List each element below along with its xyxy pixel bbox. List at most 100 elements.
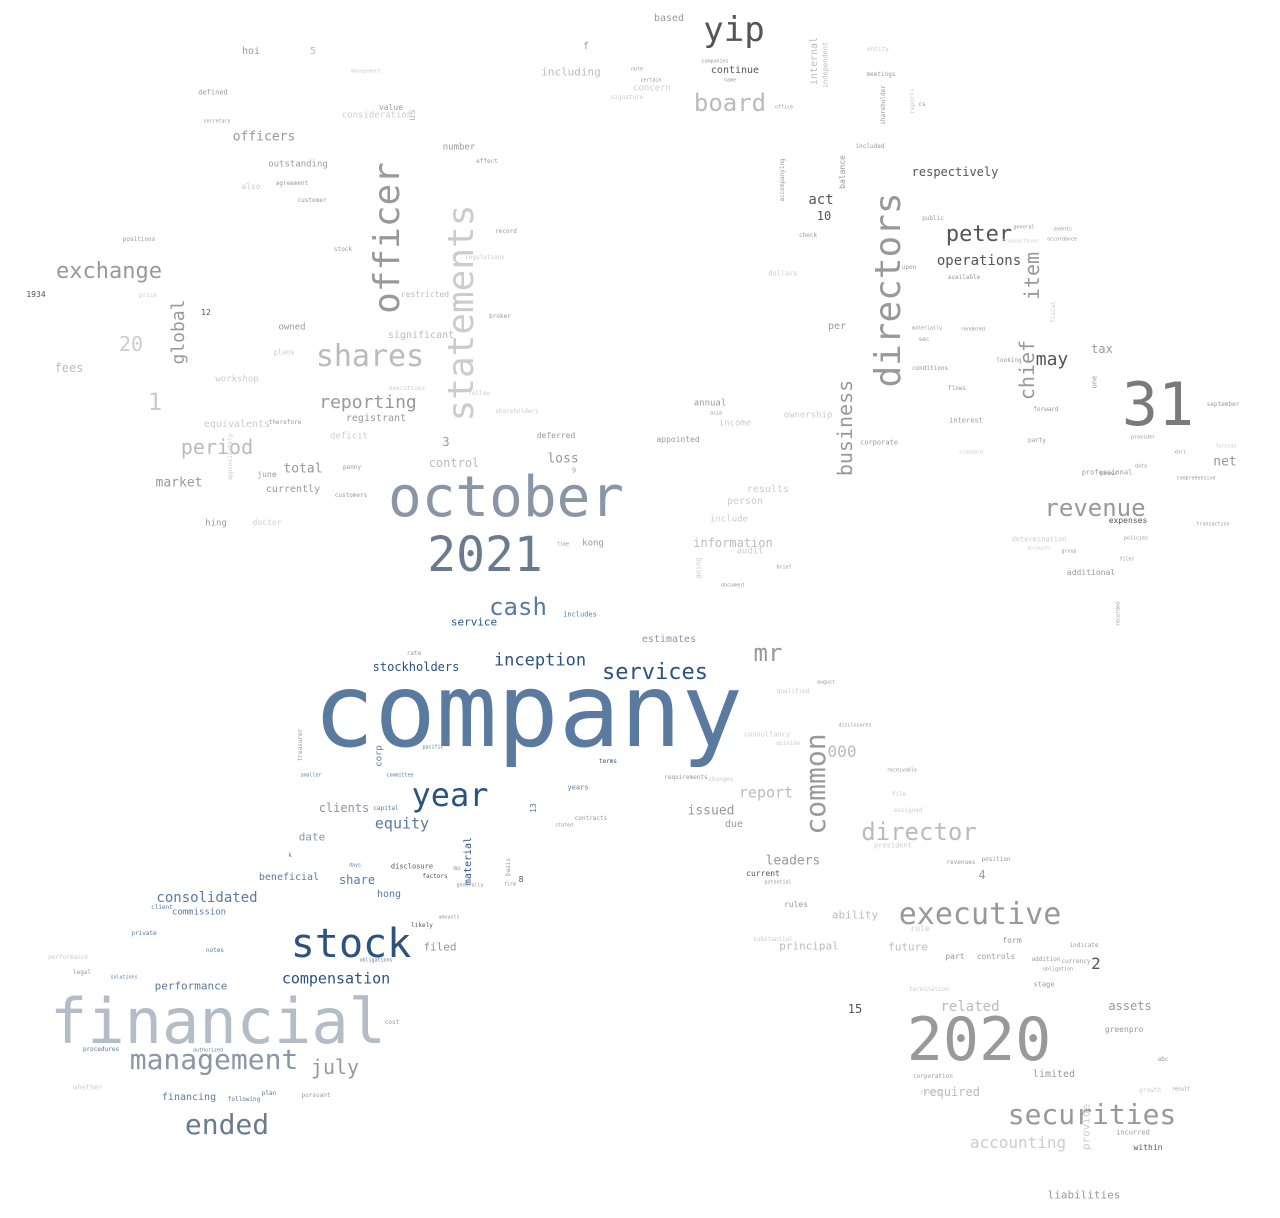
cloud-word: disclosure: [390, 862, 434, 871]
cloud-word: mu: [453, 865, 461, 872]
cloud-word: revenues: [946, 859, 976, 866]
cloud-word: officers: [232, 129, 296, 145]
cloud-word: filer: [1119, 556, 1135, 563]
cloud-word: incurred: [1116, 1128, 1150, 1137]
cloud-word: committee: [386, 772, 414, 779]
cloud-word: owned: [278, 322, 306, 333]
cloud-word: 2: [1091, 954, 1101, 973]
cloud-word: transactions: [1001, 238, 1039, 245]
cloud-word: therefore: [268, 419, 302, 426]
cloud-word: 4: [978, 868, 986, 882]
cloud-word: additional: [1066, 568, 1116, 577]
cloud-word: companies: [701, 58, 729, 65]
cloud-word: private: [131, 930, 157, 937]
cloud-word: data: [1134, 463, 1148, 470]
cloud-word: financing: [161, 1092, 217, 1103]
cloud-word: stage: [1033, 980, 1055, 989]
cloud-word: balance: [838, 155, 847, 189]
cloud-word: stated: [554, 822, 574, 829]
cloud-word: defined: [198, 88, 228, 97]
cloud-word: significant: [387, 330, 455, 341]
cloud-word: notes: [205, 947, 225, 954]
cloud-word: professional: [1081, 468, 1133, 477]
cloud-word: due: [724, 819, 744, 830]
cloud-word: including: [541, 65, 601, 79]
cloud-word: pacific: [422, 744, 444, 751]
cloud-word: note: [630, 66, 644, 73]
cloud-word: financial: [50, 985, 386, 1058]
cloud-word: 3: [442, 435, 450, 449]
cloud-word: mr: [753, 639, 783, 667]
cloud-word: 2020: [906, 1005, 1052, 1075]
cloud-word: plan: [261, 1090, 277, 1097]
cloud-word: stock: [333, 246, 353, 253]
cloud-word: year: [411, 776, 489, 814]
cloud-word: company: [313, 652, 743, 771]
cloud-word: events: [1053, 226, 1073, 233]
cloud-word: net: [1213, 454, 1237, 470]
cloud-word: authorized: [192, 1047, 224, 1054]
cloud-word: per: [827, 321, 847, 332]
cloud-word: shareholder: [880, 85, 887, 125]
cloud-word: power: [1099, 470, 1119, 477]
cloud-word: pursuant: [301, 1092, 331, 1099]
cloud-word: check: [798, 232, 818, 239]
cloud-word: conditions: [911, 365, 949, 372]
cloud-word: equity: [374, 814, 430, 833]
cloud-word: 13: [529, 803, 538, 813]
cloud-word: stock: [290, 921, 412, 967]
cloud-word: broker: [489, 313, 511, 320]
cloud-word: consideration: [341, 110, 413, 121]
cloud-word: reports: [909, 88, 916, 114]
cloud-word: current: [746, 869, 780, 878]
cloud-word: fees: [54, 361, 84, 375]
cloud-word: clients: [318, 801, 370, 815]
cloud-word: includes: [563, 610, 597, 619]
cloud-word: 1934: [26, 290, 46, 299]
cloud-word: stockholders: [372, 660, 460, 674]
cloud-word: ability: [831, 908, 879, 922]
cloud-word: receivable: [886, 767, 918, 774]
cloud-word: indicate: [1069, 942, 1099, 949]
cloud-word: record: [495, 228, 517, 235]
cloud-word: peter: [945, 222, 1013, 247]
cloud-word: days: [348, 862, 362, 869]
cloud-word: approximately: [227, 433, 234, 481]
cloud-word: follow: [468, 390, 490, 397]
cloud-word: recent: [920, 1089, 942, 1096]
cloud-word: restricted: [400, 290, 450, 299]
cloud-word: continue: [710, 65, 760, 76]
cloud-word: value: [378, 103, 404, 112]
cloud-word: share: [338, 873, 376, 887]
cloud-word: appointed: [656, 435, 700, 444]
cloud-word: comprehensive: [1176, 475, 1216, 482]
cloud-word: period: [180, 435, 254, 459]
cloud-word: document: [720, 582, 746, 589]
cloud-word: accordance: [1046, 236, 1078, 243]
cloud-word: whether: [73, 1083, 103, 1092]
cloud-word: equivalents: [203, 419, 271, 430]
cloud-word: time: [556, 541, 570, 548]
cloud-word: amounts: [438, 914, 460, 921]
cloud-word: revenue: [1044, 494, 1146, 522]
cloud-word: available: [947, 274, 981, 281]
cloud-word: rendered: [960, 326, 986, 333]
cloud-word: abc: [1157, 1056, 1169, 1063]
cloud-word: services: [602, 660, 708, 685]
cloud-word: hong: [376, 889, 402, 900]
cloud-word: recorded: [1115, 601, 1122, 627]
cloud-word: deferred: [536, 431, 576, 440]
cloud-word: entity: [867, 46, 889, 53]
cloud-word: standard: [958, 449, 984, 456]
cloud-word: price: [138, 292, 158, 299]
cloud-word: file: [891, 791, 907, 798]
cloud-word: agreement: [275, 180, 309, 187]
cloud-word: information: [693, 536, 773, 550]
cloud-word: performance: [154, 979, 228, 993]
cloud-word: executive: [898, 897, 1062, 932]
cloud-word: june: [257, 470, 277, 479]
cloud-word: asia: [709, 410, 723, 417]
cloud-word: reporting: [319, 392, 417, 413]
cloud-word: based: [653, 13, 685, 24]
cloud-word: following: [227, 1096, 261, 1103]
